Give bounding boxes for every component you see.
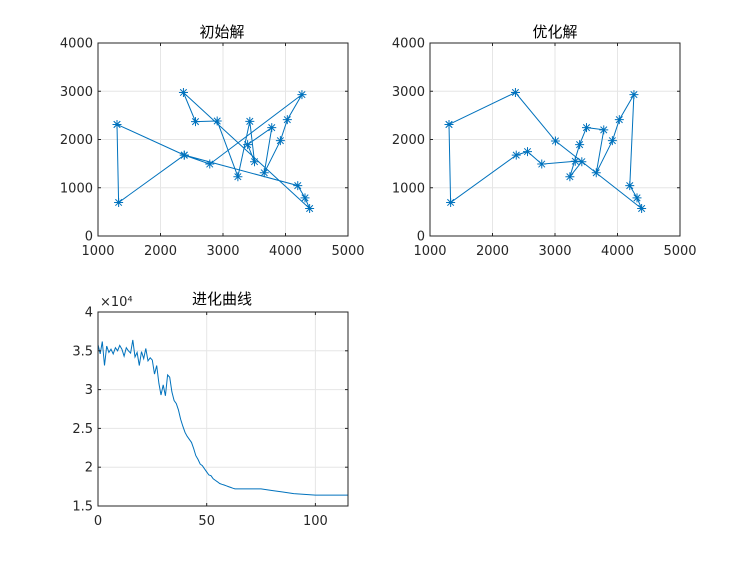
x-tick-label: 100 xyxy=(303,514,328,529)
data-point xyxy=(282,115,292,125)
data-point xyxy=(511,150,521,160)
y-tick-label: 3000 xyxy=(60,85,93,100)
data-point xyxy=(625,181,635,191)
data-point xyxy=(205,159,215,169)
axes-box xyxy=(97,311,349,507)
x-tick-label: 1000 xyxy=(81,244,114,259)
y-tick-label: 0 xyxy=(85,230,93,245)
data-point xyxy=(245,116,255,126)
data-point xyxy=(243,140,253,150)
x-tick-label: 5000 xyxy=(331,244,364,259)
data-point xyxy=(550,136,560,146)
y-tick-label: 2.5 xyxy=(72,422,93,437)
y-tick-label: 4000 xyxy=(60,37,93,52)
data-point xyxy=(629,90,639,100)
x-tick-label: 3000 xyxy=(206,244,239,259)
x-tick-label: 3000 xyxy=(538,244,571,259)
y-tick-label: 2 xyxy=(85,461,93,476)
data-point xyxy=(637,203,647,213)
data-point xyxy=(293,181,303,191)
x-tick-label: 0 xyxy=(94,514,102,529)
x-tick-label: 4000 xyxy=(269,244,302,259)
subplot-title: 优化解 xyxy=(532,23,577,41)
data-point xyxy=(446,197,456,207)
data-point xyxy=(275,136,285,146)
data-point xyxy=(570,156,580,166)
subplot-evolution-curve: 进化曲线 ×10⁴ 0 50 100 1.5 2 2.5 3 3.5 4 xyxy=(72,290,349,529)
y-tick-label: 1000 xyxy=(392,181,425,196)
data-point xyxy=(537,159,547,169)
data-point xyxy=(114,197,124,207)
y-tick-label: 0 xyxy=(417,230,425,245)
data-point xyxy=(300,193,310,203)
subplot-title: 进化曲线 xyxy=(192,290,252,308)
x-tick-label: 50 xyxy=(198,514,215,529)
y-tick-label: 2000 xyxy=(60,133,93,148)
data-point xyxy=(575,140,585,150)
data-point xyxy=(607,136,617,146)
y-tick-label: 3000 xyxy=(392,85,425,100)
x-tick-label: 2000 xyxy=(476,244,509,259)
data-point xyxy=(599,125,609,135)
plot-area xyxy=(98,312,348,506)
data-point xyxy=(305,203,315,213)
data-point xyxy=(577,157,587,167)
data-point xyxy=(510,87,520,97)
data-point xyxy=(112,119,122,129)
data-point xyxy=(591,168,601,178)
data-point xyxy=(233,172,243,182)
x-tick-label: 5000 xyxy=(663,244,696,259)
y-tick-label: 4000 xyxy=(392,37,425,52)
data-point xyxy=(259,168,269,178)
data-point xyxy=(267,123,277,133)
data-point xyxy=(178,87,188,97)
data-point xyxy=(250,157,259,167)
y-tick-label: 1.5 xyxy=(72,500,93,515)
y-tick-label: 1000 xyxy=(60,181,93,196)
data-point xyxy=(523,147,532,157)
data-point xyxy=(582,123,591,133)
y-tick-label: 4 xyxy=(85,306,93,321)
subplot-optimized-solution: 优化解 1000 2000 3000 4000 50000100020003000400… xyxy=(392,23,697,259)
y-tick-label: 3.5 xyxy=(72,344,93,359)
y-exponent-label: ×10⁴ xyxy=(100,295,133,310)
x-tick-label: 2000 xyxy=(144,244,177,259)
data-point xyxy=(212,116,222,126)
data-point xyxy=(444,119,454,129)
data-point xyxy=(191,117,200,127)
data-point xyxy=(297,90,307,100)
data-point xyxy=(179,150,189,160)
data-point xyxy=(632,193,642,203)
data-point xyxy=(565,172,575,182)
subplot-initial-solution: 初始解 1000 2000 3000 4000 50000100020003000400… xyxy=(60,23,365,259)
series-line xyxy=(97,339,348,496)
x-tick-label: 4000 xyxy=(601,244,634,259)
x-tick-label: 1000 xyxy=(413,244,446,259)
y-tick-label: 3 xyxy=(85,383,93,398)
data-point xyxy=(614,115,624,125)
subplot-title: 初始解 xyxy=(199,23,244,41)
y-tick-label: 2000 xyxy=(392,133,425,148)
